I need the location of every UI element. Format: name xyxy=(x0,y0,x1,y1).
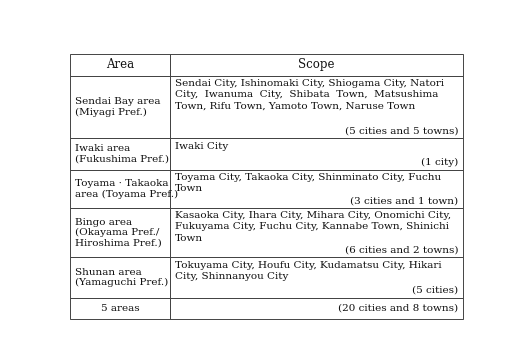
Text: Area: Area xyxy=(106,59,134,71)
Bar xyxy=(170,298,463,319)
Text: Toyama · Takaoka
area (Toyama Pref.): Toyama · Takaoka area (Toyama Pref.) xyxy=(75,179,178,199)
Text: Toyama City, Takaoka City, Shinminato City, Fuchu
Town: Toyama City, Takaoka City, Shinminato Ci… xyxy=(175,173,441,193)
Text: Tokuyama City, Houfu City, Kudamatsu City, Hikari
City, Shinnanyou City: Tokuyama City, Houfu City, Kudamatsu Cit… xyxy=(175,261,441,281)
Bar xyxy=(70,170,170,208)
Bar xyxy=(170,76,463,138)
Text: Iwaki area
(Fukushima Pref.): Iwaki area (Fukushima Pref.) xyxy=(75,144,168,164)
Bar xyxy=(170,257,463,298)
Bar xyxy=(170,54,463,76)
Text: (20 cities and 8 towns): (20 cities and 8 towns) xyxy=(338,304,458,313)
Bar xyxy=(70,54,170,76)
Text: Kasaoka City, Ihara City, Mihara City, Onomichi City,
Fukuyama City, Fuchu City,: Kasaoka City, Ihara City, Mihara City, O… xyxy=(175,211,451,242)
Text: Shunan area
(Yamaguchi Pref.): Shunan area (Yamaguchi Pref.) xyxy=(75,268,168,287)
Text: (3 cities and 1 town): (3 cities and 1 town) xyxy=(350,196,458,205)
Bar xyxy=(70,257,170,298)
Bar xyxy=(170,208,463,257)
Text: (5 cities and 5 towns): (5 cities and 5 towns) xyxy=(345,127,458,135)
Text: Scope: Scope xyxy=(298,59,335,71)
Text: (5 cities): (5 cities) xyxy=(412,286,458,295)
Text: Iwaki City: Iwaki City xyxy=(175,142,228,151)
Bar xyxy=(70,298,170,319)
Text: 5 areas: 5 areas xyxy=(101,304,139,313)
Bar xyxy=(70,76,170,138)
Text: (6 cities and 2 towns): (6 cities and 2 towns) xyxy=(345,246,458,255)
Text: Bingo area
(Okayama Pref./
Hiroshima Pref.): Bingo area (Okayama Pref./ Hiroshima Pre… xyxy=(75,218,161,248)
Text: Sendai Bay area
(Miyagi Pref.): Sendai Bay area (Miyagi Pref.) xyxy=(75,97,160,117)
Text: (1 city): (1 city) xyxy=(421,158,458,167)
Bar xyxy=(170,170,463,208)
Bar xyxy=(70,138,170,170)
Bar xyxy=(70,208,170,257)
Text: Sendai City, Ishinomaki City, Shiogama City, Natori
City,  Iwanuma  City,  Shiba: Sendai City, Ishinomaki City, Shiogama C… xyxy=(175,79,444,110)
Bar xyxy=(170,138,463,170)
